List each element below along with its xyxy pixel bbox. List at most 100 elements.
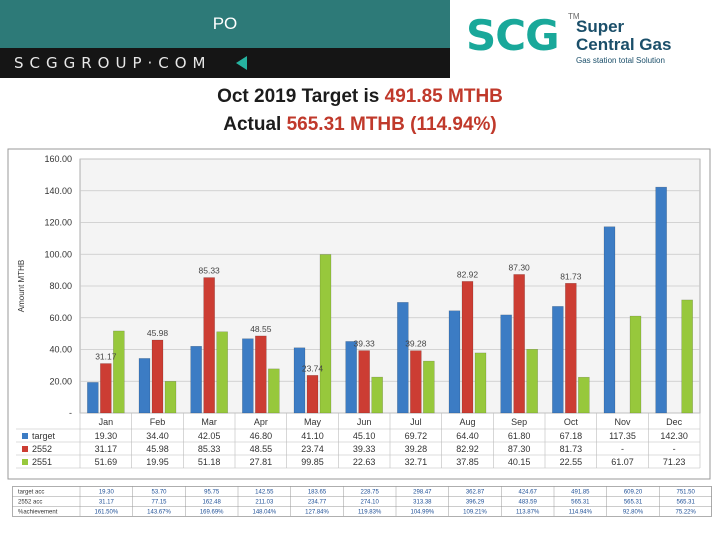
table-cell: 23.74 bbox=[301, 444, 324, 454]
table-cell: 313.38 bbox=[413, 500, 432, 506]
data-label: 85.33 bbox=[199, 266, 221, 276]
table-cell: 483.59 bbox=[518, 500, 537, 506]
bar-target-oct bbox=[552, 306, 564, 414]
table-cell: 143.67% bbox=[147, 510, 171, 516]
data-label: 39.28 bbox=[405, 339, 427, 349]
company-logo: SCG TM Super Central Gas Gas station tot… bbox=[466, 11, 706, 72]
table-cell: 119.83% bbox=[358, 510, 382, 516]
title-bar: PO bbox=[0, 0, 450, 48]
table-cell: 27.81 bbox=[250, 457, 273, 467]
legend-swatch bbox=[22, 446, 28, 452]
table-cell: 117.35 bbox=[609, 431, 636, 441]
table-cell: 46.80 bbox=[250, 431, 273, 441]
data-label: 87.30 bbox=[509, 262, 531, 272]
x-tick-label: Mar bbox=[201, 417, 217, 427]
logo-name-line1: Super bbox=[576, 17, 625, 36]
table-cell: 45.98 bbox=[146, 444, 169, 454]
bar-target-may bbox=[293, 347, 306, 414]
bar-2552-oct bbox=[565, 283, 577, 414]
x-tick-label: Feb bbox=[150, 417, 166, 427]
table-cell: 396.29 bbox=[466, 500, 485, 506]
y-tick-label: 100.00 bbox=[44, 249, 72, 259]
bar-2551-dec bbox=[681, 299, 693, 414]
bar-target-feb bbox=[138, 358, 151, 414]
data-label: 39.33 bbox=[354, 339, 376, 349]
table-cell: 22.55 bbox=[560, 457, 583, 467]
table-cell: 19.30 bbox=[99, 490, 115, 496]
y-tick-label: 40.00 bbox=[49, 345, 72, 355]
x-tick-label: Dec bbox=[666, 417, 683, 427]
table-cell: 48.55 bbox=[250, 444, 273, 454]
bar-target-mar bbox=[190, 345, 202, 414]
table-cell: - bbox=[621, 444, 624, 454]
table-cell: 45.10 bbox=[353, 431, 376, 441]
brand-text: SCGGROUP·COM bbox=[14, 54, 212, 72]
table-cell: 104.99% bbox=[410, 510, 434, 516]
bar-2551-oct bbox=[578, 376, 590, 414]
legend-label: 2552 bbox=[32, 444, 52, 454]
bar-2551-jun bbox=[371, 376, 383, 414]
bar-2552-sep bbox=[513, 274, 525, 414]
x-tick-label: Jun bbox=[357, 417, 372, 427]
table-cell: 298.47 bbox=[413, 490, 432, 496]
table-cell: 81.73 bbox=[560, 444, 583, 454]
table-cell: 69.72 bbox=[405, 431, 428, 441]
table-cell: 61.07 bbox=[611, 457, 634, 467]
y-tick-label: 20.00 bbox=[49, 376, 72, 386]
legend-swatch bbox=[22, 433, 28, 439]
table-cell: 424.67 bbox=[518, 490, 537, 496]
y-tick-label: 120.00 bbox=[44, 218, 72, 228]
table-cell: 32.71 bbox=[405, 457, 428, 467]
table-cell: 114.94% bbox=[569, 510, 593, 516]
y-tick-label: 160.00 bbox=[44, 154, 72, 164]
table-cell: 183.65 bbox=[308, 490, 327, 496]
logo-trademark: TM bbox=[568, 12, 580, 21]
y-axis-label: Amount MTHB bbox=[17, 260, 26, 312]
legend-label: target bbox=[32, 431, 56, 441]
table-cell: 31.17 bbox=[95, 444, 118, 454]
bar-target-jul bbox=[397, 302, 409, 414]
headline-target-label: Oct 2019 Target is bbox=[217, 86, 385, 107]
headline-actual-label: Actual bbox=[223, 114, 287, 135]
bar-2551-aug bbox=[474, 352, 487, 414]
table-cell: 40.15 bbox=[508, 457, 531, 467]
arrow-icon bbox=[236, 56, 247, 70]
bar-2551-nov bbox=[629, 315, 642, 414]
table-cell: 565.31 bbox=[571, 500, 590, 506]
x-tick-label: Jan bbox=[99, 417, 114, 427]
legend-swatch bbox=[22, 459, 28, 465]
table-cell: 51.18 bbox=[198, 457, 221, 467]
table-cell: 162.48 bbox=[202, 500, 221, 506]
data-label: 31.17 bbox=[95, 352, 117, 362]
table-cell: 41.10 bbox=[301, 431, 324, 441]
logo-mark: SCG bbox=[466, 11, 560, 60]
x-tick-label: Apr bbox=[254, 417, 268, 427]
table-cell: 67.18 bbox=[560, 431, 583, 441]
table-cell: 565.31 bbox=[676, 500, 695, 506]
table-cell: 565.31 bbox=[624, 500, 643, 506]
logo-name-line2: Central Gas bbox=[576, 35, 672, 54]
table-cell: 109.21% bbox=[463, 510, 487, 516]
table-cell: 51.69 bbox=[95, 457, 118, 467]
bar-2551-sep bbox=[526, 349, 538, 414]
table-row-label: 2552 acc bbox=[18, 500, 42, 506]
table-cell: 99.85 bbox=[301, 457, 324, 467]
table-cell: 82.92 bbox=[456, 444, 479, 454]
table-cell: 19.95 bbox=[146, 457, 169, 467]
table-cell: 169.69% bbox=[200, 510, 224, 516]
table-cell: 39.28 bbox=[405, 444, 428, 454]
table-cell: 362.87 bbox=[466, 490, 485, 496]
bar-2551-feb bbox=[164, 381, 177, 414]
table-cell: 274.10 bbox=[360, 500, 379, 506]
table-cell: 113.87% bbox=[516, 510, 540, 516]
table-cell: 211.03 bbox=[255, 500, 274, 506]
y-tick-label: 140.00 bbox=[44, 186, 72, 196]
bar-2551-jan bbox=[113, 330, 125, 414]
table-cell: 77.15 bbox=[151, 500, 167, 506]
table-cell: 64.40 bbox=[456, 431, 479, 441]
x-tick-label: Jul bbox=[410, 417, 422, 427]
table-cell: 234.77 bbox=[308, 500, 327, 506]
table-cell: 491.85 bbox=[571, 490, 590, 496]
table-cell: 142.30 bbox=[660, 431, 688, 441]
bar-2551-apr bbox=[268, 368, 280, 414]
